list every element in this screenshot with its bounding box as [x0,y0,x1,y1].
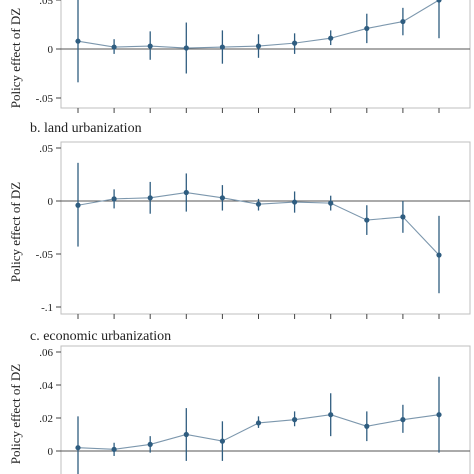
point-estimate [255,201,262,207]
panel-title: c. economic urbanization [30,329,171,344]
y-axis-label: Policy effect of DZ [8,182,23,283]
point-estimate [400,18,406,25]
point-estimate [147,441,153,447]
point-estimate [183,45,189,51]
point-estimate [219,195,225,201]
point-estimate [183,431,189,438]
point-estimate [292,199,298,205]
plot-frame [60,345,471,474]
point-estimate [147,43,153,49]
point-estimate [328,200,334,206]
chart-panel-2: b. land urbanization Policy effect of DZ -… [8,121,471,319]
plot-frame [60,0,471,109]
y-axis-label: Policy effect of DZ [8,8,23,109]
y-tick-label: .05 [39,0,53,7]
y-tick-label: .04 [39,380,53,392]
point-estimate [364,423,370,429]
point-estimate [75,202,81,208]
point-estimate [111,196,117,202]
point-estimate [436,252,442,258]
point-estimate [292,40,298,46]
point-estimate [292,417,298,423]
panel-title: b. land urbanization [30,121,142,136]
y-tick-label: .06 [39,347,53,359]
point-estimate [436,412,442,418]
plot-frame [60,141,471,315]
point-estimate [364,25,370,32]
y-tick-label: 0 [48,446,54,458]
point-estimate [436,0,442,3]
point-estimate [219,44,225,50]
point-estimate [147,195,153,201]
y-axis-label: Policy effect of DZ [8,364,23,465]
chart-panel-3: c. economic urbanization Policy effect of… [8,329,471,474]
point-estimate [400,417,406,423]
point-estimate [328,412,334,418]
point-estimate [75,445,81,451]
point-estimate [111,44,117,50]
y-tick-label: -.1 [41,302,53,314]
point-estimate [75,38,81,44]
point-estimate [183,189,189,196]
point-estimate [219,438,225,444]
y-tick-label: -.05 [36,249,54,261]
y-tick-label: .05 [39,143,53,155]
point-estimate [111,446,117,452]
point-estimate [255,43,262,49]
point-estimate [255,420,262,426]
point-estimate [364,217,370,223]
y-tick-label: .02 [39,413,53,425]
point-estimate [400,214,406,220]
y-tick-label: 0 [48,44,54,56]
chart-panel-1: Policy effect of DZ -.05 0 .05 [8,0,471,113]
y-tick-label: 0 [48,196,54,208]
y-tick-label: -.05 [36,93,54,105]
point-estimate [328,35,334,41]
